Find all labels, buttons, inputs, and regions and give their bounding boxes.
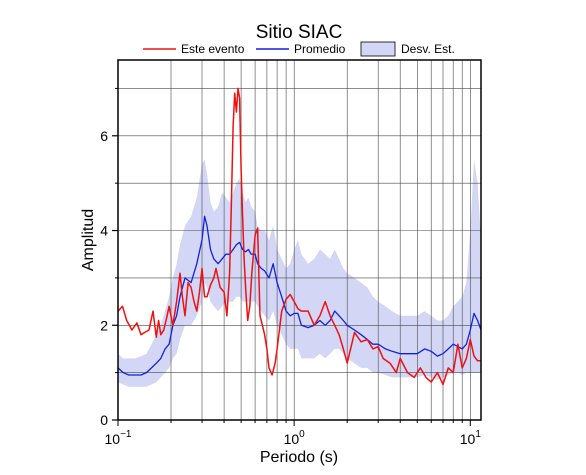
grid-layer [118,60,481,420]
x-tick-label: 10−1 [105,429,132,447]
std-dev-band [118,159,481,387]
chart-legend: Este evento Promedio Desv. Est. [143,41,455,57]
plot-frame [117,59,482,421]
x-tick-label: 100 [284,429,306,447]
tick-layer: 0 2 4 6 10−1 100 101 [100,87,482,447]
y-axis-title: Amplitud [80,209,97,271]
legend-label-promedio: Promedio [294,42,346,56]
y-tick-label: 0 [100,412,108,428]
legend-label-desv-est: Desv. Est. [401,42,455,56]
std-dev-band-layer [118,159,481,387]
legend-swatch-desv-est [360,41,396,57]
legend-label-este-evento: Este evento [181,42,245,56]
promedio-line [117,215,482,376]
x-axis-title: Periodo (s) [260,449,338,466]
y-tick-label: 4 [100,223,108,239]
este-evento-line [117,87,481,386]
y-tick-label: 2 [100,317,108,333]
chart-title: Sitio SIAC [256,22,343,43]
series-layer [117,87,482,386]
y-tick-label: 6 [100,128,108,144]
x-tick-label: 101 [460,429,482,447]
